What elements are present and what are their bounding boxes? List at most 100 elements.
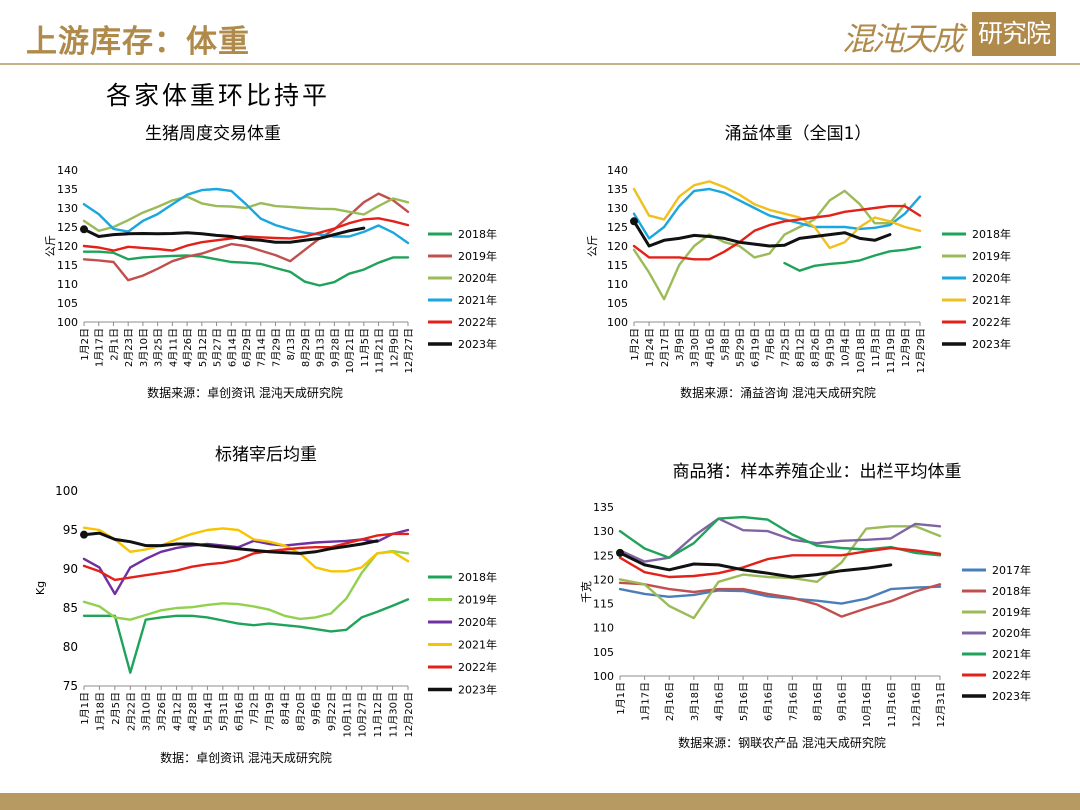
y-axis-label: 千克 bbox=[580, 581, 593, 603]
legend-label: 2021年 bbox=[972, 293, 1011, 307]
y-axis-label: 公斤 bbox=[44, 235, 57, 257]
x-tick-label: 11月19日 bbox=[885, 328, 897, 373]
y-axis-label: 公斤 bbox=[586, 235, 599, 257]
legend-label: 2020年 bbox=[458, 615, 497, 629]
source-note: 数据来源：涌益咨询 混沌天成研究院 bbox=[680, 385, 876, 400]
y-tick-label: 100 bbox=[607, 316, 628, 329]
legend-label: 2022年 bbox=[458, 315, 497, 329]
x-tick-label: 7月16日 bbox=[787, 682, 799, 721]
series-line-2021年 bbox=[82, 526, 410, 573]
x-tick-label: 2月16日 bbox=[664, 682, 676, 721]
source-note: 数据来源：卓创资讯 混沌天成研究院 bbox=[147, 385, 343, 400]
series-line-2018年 bbox=[82, 250, 410, 287]
legend-label: 2018年 bbox=[458, 570, 497, 584]
y-tick-label: 105 bbox=[607, 297, 628, 310]
x-tick-label: 11月30日 bbox=[388, 692, 400, 737]
x-tick-label: 5月27日 bbox=[212, 328, 224, 367]
header-title: 上游库存：体重 bbox=[26, 24, 250, 60]
series-line-2022年 bbox=[82, 217, 410, 252]
series-line-2020年 bbox=[82, 195, 410, 232]
header-divider bbox=[0, 63, 1080, 65]
x-tick-label: 9月16日 bbox=[837, 682, 849, 721]
legend-label: 2019年 bbox=[458, 249, 497, 263]
x-tick-label: 7月29日 bbox=[270, 328, 282, 367]
x-tick-label: 4月16日 bbox=[704, 328, 716, 367]
x-tick-label: 8月26日 bbox=[810, 328, 822, 367]
chart-title: 涌益体重（全国1） bbox=[725, 124, 872, 144]
legend-label: 2023年 bbox=[458, 337, 497, 351]
chart-2: 涌益体重（全国1） 公斤 100 105 110 115 120 125 130 135 140 1月… bbox=[586, 124, 1011, 400]
legend-label: 2020年 bbox=[972, 271, 1011, 285]
x-tick-label: 4月11日 bbox=[167, 328, 179, 367]
y-tick-label: 100 bbox=[55, 484, 78, 498]
x-tick-label: 10月18日 bbox=[855, 328, 867, 373]
legend-label: 2020年 bbox=[458, 271, 497, 285]
series-line-2018年 bbox=[783, 245, 922, 272]
x-tick-label: 8月29日 bbox=[300, 328, 312, 367]
x-tick-label: 7月2日 bbox=[249, 692, 261, 725]
y-tick-label: 115 bbox=[607, 259, 628, 272]
x-tick-label: 12月16日 bbox=[910, 682, 922, 727]
x-tick-label: 1月18日 bbox=[94, 692, 106, 731]
x-tick-label: 3月9日 bbox=[674, 328, 686, 361]
x-tick-label: 10月16日 bbox=[861, 682, 873, 727]
chart-title: 生猪周度交易体重 bbox=[145, 124, 281, 144]
x-tick-label: 2月23日 bbox=[123, 328, 135, 367]
series-line-2020年 bbox=[618, 517, 942, 563]
legend-label: 2023年 bbox=[972, 337, 1011, 351]
legend-label: 2019年 bbox=[992, 605, 1031, 619]
y-tick-label: 115 bbox=[57, 259, 78, 272]
x-tick-label: 10月27日 bbox=[357, 692, 369, 737]
x-tick-label: 12月9日 bbox=[900, 328, 912, 367]
y-tick-label: 100 bbox=[57, 316, 78, 329]
x-tick-label: 5月12日 bbox=[197, 328, 209, 367]
series-line-2023年 bbox=[82, 226, 366, 244]
legend-label: 2022年 bbox=[972, 315, 1011, 329]
x-tick-label: 3月30日 bbox=[689, 328, 701, 367]
y-tick-label: 100 bbox=[593, 670, 614, 683]
y-tick-label: 90 bbox=[63, 562, 78, 576]
x-tick-label: 6月16日 bbox=[233, 692, 245, 731]
x-tick-label: 4月26日 bbox=[182, 328, 194, 367]
logo-seal: 研究院 bbox=[972, 12, 1056, 56]
x-tick-label: 11月3日 bbox=[870, 328, 882, 367]
x-tick-label: 9月19日 bbox=[825, 328, 837, 367]
x-tick-label: 6月16日 bbox=[763, 682, 775, 721]
x-tick-label: 12月31日 bbox=[935, 682, 947, 727]
x-tick-label: 1月2日 bbox=[79, 328, 91, 361]
series-start-marker bbox=[80, 530, 88, 539]
y-tick-label: 130 bbox=[593, 525, 614, 538]
chart-title: 标猪宰后均重 bbox=[215, 445, 317, 465]
series-line-2017年 bbox=[618, 585, 942, 605]
x-tick-label: 5月31日 bbox=[218, 692, 230, 731]
x-tick-label: 4月28日 bbox=[187, 692, 199, 731]
x-tick-label: 6月19日 bbox=[749, 328, 761, 367]
series-line-2023年 bbox=[82, 531, 379, 555]
series-line-2022年 bbox=[632, 204, 922, 261]
x-tick-label: 3月10日 bbox=[141, 692, 153, 731]
legend-label: 2020年 bbox=[992, 626, 1031, 640]
y-tick-label: 130 bbox=[57, 202, 78, 215]
x-tick-label: 8月16日 bbox=[812, 682, 824, 721]
legend-label: 2021年 bbox=[458, 638, 497, 652]
x-tick-label: 2月1日 bbox=[108, 328, 120, 361]
x-tick-label: 8/13日 bbox=[286, 328, 297, 360]
legend-label: 2021年 bbox=[458, 293, 497, 307]
series-line-2018年 bbox=[618, 581, 942, 618]
legend-label: 2018年 bbox=[992, 584, 1031, 598]
y-tick-label: 125 bbox=[57, 221, 78, 234]
x-tick-label: 9月22日 bbox=[326, 692, 338, 731]
chart-3: 标猪宰后均重 Kg 75 80 85 90 95 100 1月1日 1月18日 2月5日 2月22日 3… bbox=[34, 445, 497, 765]
x-tick-label: 2月17日 bbox=[659, 328, 671, 367]
x-tick-label: 3月10日 bbox=[138, 328, 150, 367]
series-line-2019年 bbox=[82, 549, 410, 621]
y-tick-label: 110 bbox=[607, 278, 628, 291]
source-note: 数据：卓创资讯 混沌天成研究院 bbox=[160, 750, 332, 765]
y-axis-label: Kg bbox=[34, 581, 47, 595]
x-tick-label: 1月24日 bbox=[644, 328, 656, 367]
legend-label: 2022年 bbox=[992, 668, 1031, 682]
x-tick-label: 8月12日 bbox=[795, 328, 807, 367]
y-tick-label: 105 bbox=[57, 297, 78, 310]
